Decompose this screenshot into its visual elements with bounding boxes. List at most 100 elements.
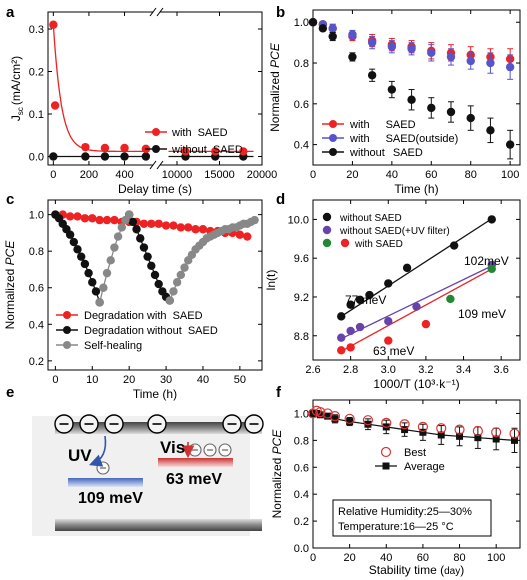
vis-energy-label: 63 meV [166,471,222,488]
b-series-2-point [407,95,416,104]
f-best-point [362,415,374,426]
bottom-electrode-band [55,519,262,531]
f-best-point [491,427,502,438]
f-best-point [417,421,429,433]
chart-panel-b: 0 20 40 60 80 100 0.4 0.6 0.8 1.0 with SAED with SAED… [268,9,521,196]
a-legend-label-part: with [171,127,192,139]
c-series-2-point [99,283,108,292]
f-best-point [509,428,520,439]
a-with-saed-point [100,143,110,153]
c-series-2-point [95,298,104,307]
d-series-2-point [384,336,393,345]
vis-trap-level [158,458,233,467]
f-best-point [454,424,465,435]
c-series-0-point [95,215,104,225]
d-legend-marker-2b [340,238,350,248]
f-x-axis-label: Stability time (day) [369,563,464,577]
a-x-tick-label: 15000 [204,169,235,181]
f-y-tick-label: 0.0 [294,543,309,555]
c-series-1-point [84,268,93,278]
b-y-tick-label: 0.4 [294,140,309,152]
b-x-tick-label: 40 [386,169,398,181]
f-y-label-part: Normalized [270,454,284,518]
f-average-point [511,436,519,444]
a-y-label-unit: (mA/cm²) [9,56,23,105]
a-legend-0-swatch-marker [152,128,160,136]
c-legend-label-part: Degradation without [84,325,182,337]
b-y-label-part: Normalized [268,68,282,132]
c-series-2-point [180,263,189,272]
a-x-tick-label: 10000 [162,169,193,181]
a-x-tick-label: 200 [80,169,98,181]
d-annotation-109mev: 109 meV [458,307,506,321]
panel-label-f: f [276,384,282,401]
d-x-tick-label: 2.6 [305,364,320,376]
d-x-tick-label: 2.8 [343,364,358,376]
b-legend-2-swatch-marker [329,148,337,156]
f-average-point [437,431,445,439]
d-series-1-point [355,322,365,332]
c-y-label-part: Normalized [3,265,17,329]
a-legend-label-part: SAED [213,144,243,156]
b-legend-label-0: with SAED [349,119,416,131]
a-with-saed-point [211,147,220,156]
f-x-tick-label: 60 [417,552,429,564]
c-series-0-point [110,215,119,225]
d-series-0-point [449,241,459,250]
d-series-1-point [412,302,421,311]
f-y-tick-label: 0.6 [294,462,309,474]
a-x-axis-label: Delay time (s) [118,182,192,196]
d-legend-label-0: without SAED [339,213,402,224]
c-x-tick-label: 50 [234,374,246,386]
electron-group [54,414,264,475]
a-y-tick-label: 0.0 [29,152,44,164]
a-y-tick-label: 0.2 [29,67,44,79]
c-y-axis-label: Normalized PCE [3,240,17,330]
c-series-0-point [73,212,82,221]
d-y-tick-label: 8.8 [294,331,309,343]
d-series-0-point [365,290,374,300]
c-series-0-point [154,219,163,228]
a-y-tick-label: 0.3 [29,24,44,36]
c-y-tick-label: 0.8 [29,246,44,258]
c-legend-label-part: SAED [173,310,203,322]
c-series-2-point [176,270,186,280]
c-x-tick-label: 30 [160,374,172,386]
f-x-tick-label: 0 [310,552,316,564]
c-series-2-point [172,278,182,287]
c-x-axis-label: Time (h) [133,387,177,401]
b-series-2-point [505,140,515,149]
f-legend-best-marker [380,446,392,458]
f-legend-average-marker [382,462,390,470]
c-series-0-point [191,225,200,234]
c-series-2-point [124,210,134,219]
axis-break-mark [149,7,157,17]
f-average-point [324,412,332,420]
a-y-label-sub: sc [16,107,25,115]
d-x-tick-label: 3.2 [418,364,433,376]
chart-panel-d: 2.6 2.8 3.0 3.2 3.4 3.6 8.8 9.2 9.6 10.0 without S… [264,199,521,391]
c-series-1-point [69,237,79,247]
d-x-tick-label: 3.4 [456,364,471,376]
a-without-saed-point [120,152,129,161]
b-x-tick-label: 100 [501,169,519,181]
c-series-1-point [73,245,82,254]
c-series-1-point [91,287,101,296]
a-with-saed-point [50,101,60,110]
d-x-tick-label: 3.0 [381,364,396,376]
c-x-tick-label: 0 [52,374,58,386]
c-series-1-point [132,225,141,234]
b-legend-label-part: SAED(outside) [386,133,459,145]
d-series-0-point [384,279,393,288]
uv-energy-label: 109 meV [78,490,143,507]
a-with-saed-point [120,143,129,153]
b-y-tick-label: 1.0 [294,17,309,29]
b-legend-label-part: SAED [386,119,416,131]
d-series-0-point [487,215,496,224]
c-legend-2-swatch-marker [63,341,71,349]
f-x-tick-label: 100 [487,552,505,564]
c-series-0-point [80,214,90,223]
f-x-label-part: day [444,566,460,577]
a-without-saed-point [141,152,151,161]
